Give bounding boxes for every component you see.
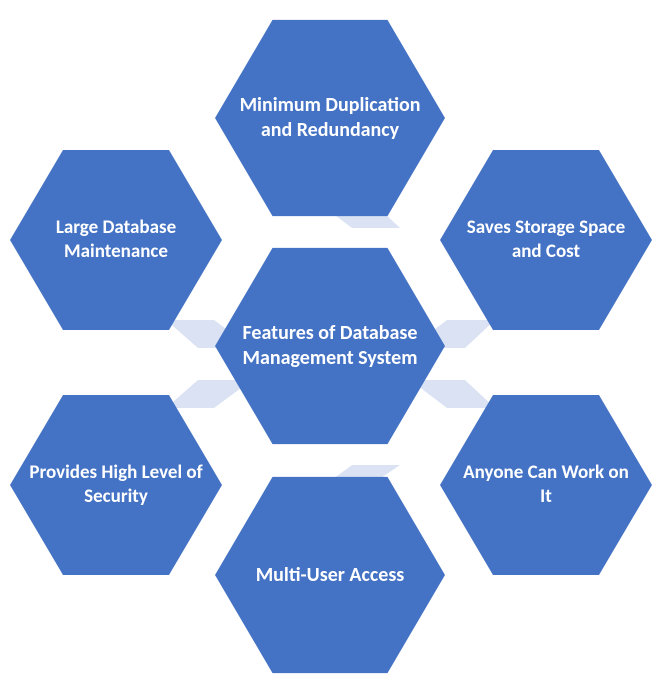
hex-bottom-label: Multi-User Access (256, 563, 405, 588)
diagram-canvas: Features of Database Management System M… (0, 0, 659, 698)
connector (410, 380, 495, 408)
hex-center-label: Features of Database Management System (233, 321, 427, 371)
hex-bottom-left-label: Provides High Level of Security (28, 461, 204, 509)
hex-bottom-right-label: Anyone Can Work on It (458, 461, 634, 509)
hex-top-right-label: Saves Storage Space and Cost (458, 216, 634, 264)
hex-top-label: Minimum Duplication and Redundancy (233, 93, 427, 143)
hex-top-left-label: Large Database Maintenance (28, 216, 204, 264)
